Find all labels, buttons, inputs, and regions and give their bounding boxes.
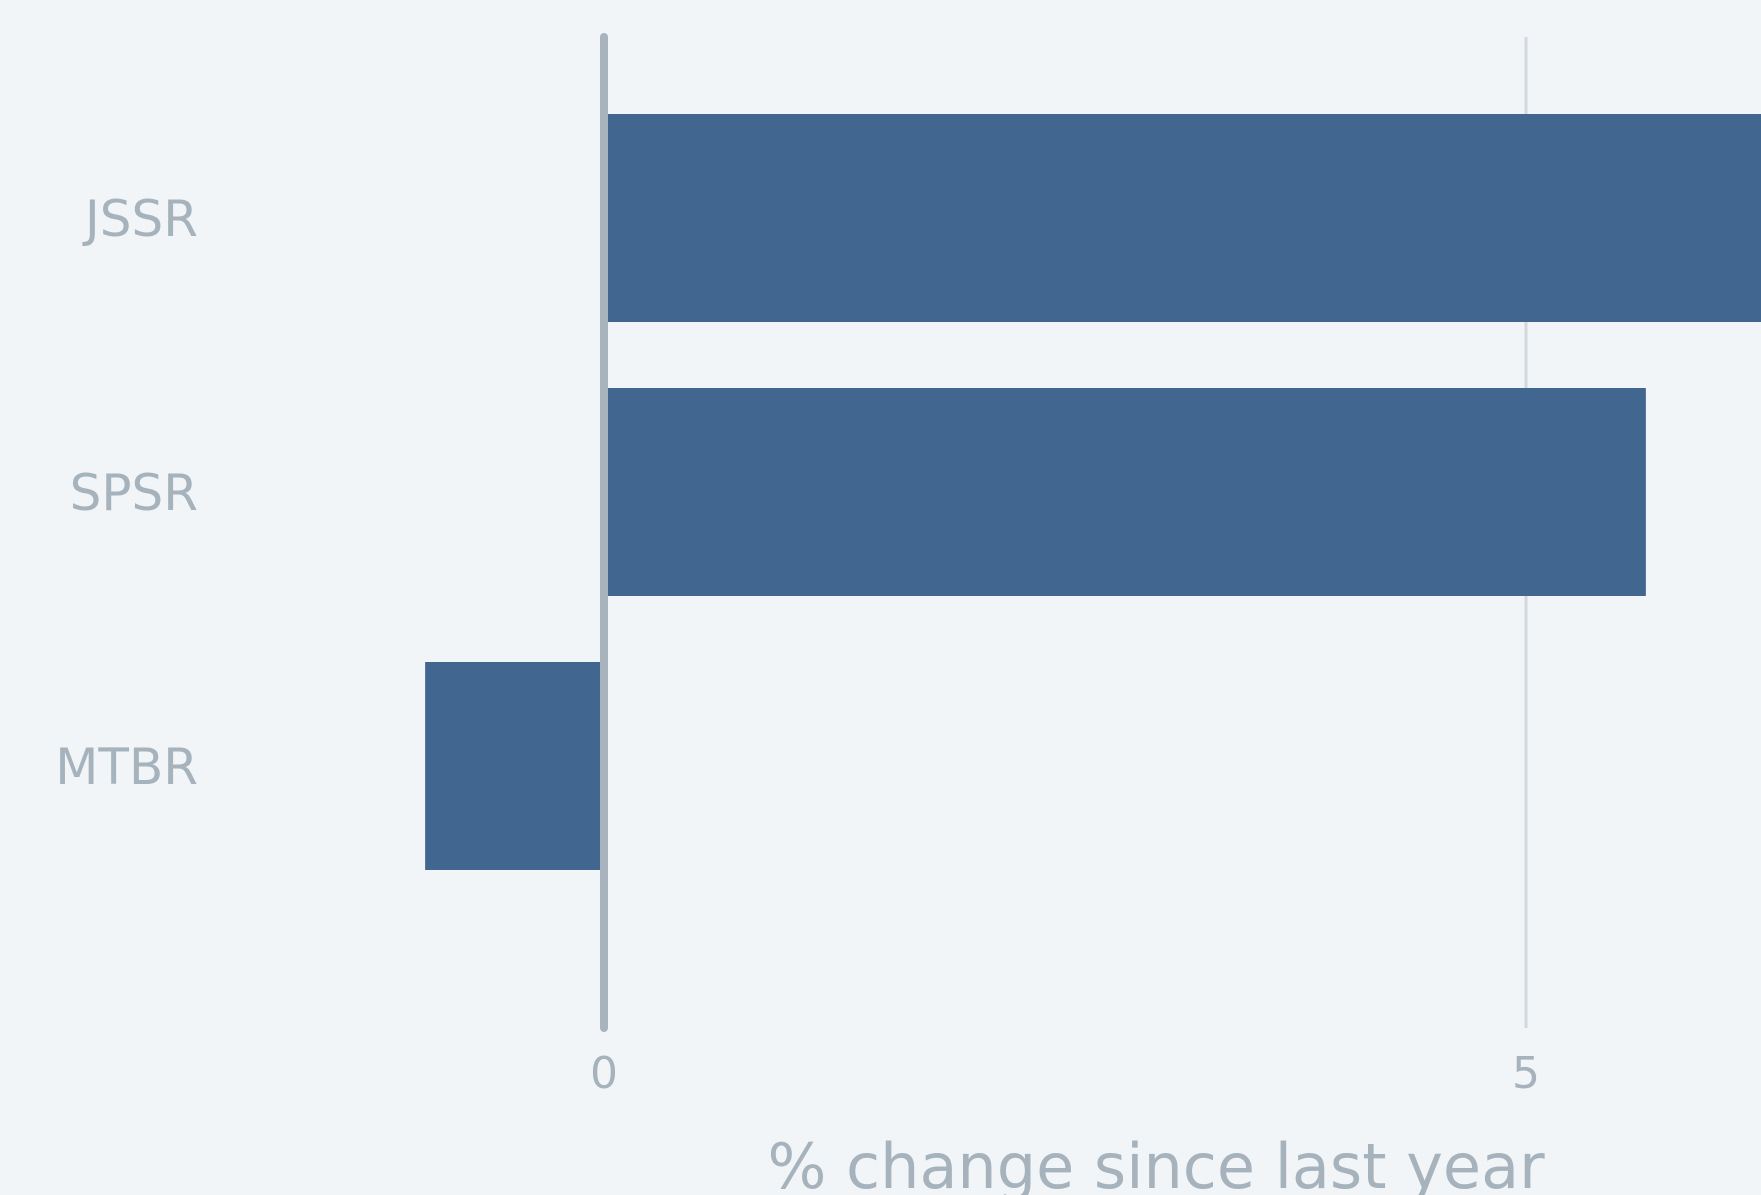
bar-spsr bbox=[604, 388, 1646, 596]
category-label-jssr: JSSR bbox=[82, 190, 198, 248]
category-label-spsr: SPSR bbox=[70, 464, 198, 522]
x-tick-label-5: 5 bbox=[1512, 1048, 1540, 1099]
x-axis-title: % change since last year bbox=[767, 1130, 1545, 1195]
bars bbox=[425, 114, 1761, 870]
x-tick-label-0: 0 bbox=[590, 1048, 618, 1099]
category-label-mtbr: MTBR bbox=[55, 738, 198, 796]
category-labels: JSSR SPSR MTBR bbox=[55, 190, 198, 796]
bar-mtbr bbox=[425, 662, 604, 870]
bar-jssr bbox=[604, 114, 1761, 322]
